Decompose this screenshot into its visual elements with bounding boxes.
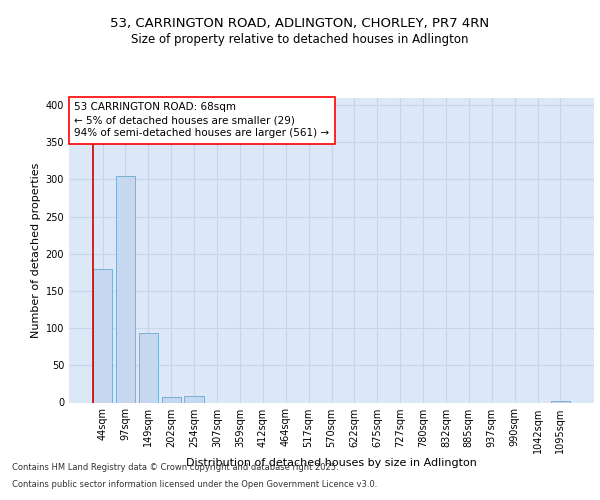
Bar bbox=[161, 396, 181, 402]
Y-axis label: Number of detached properties: Number of detached properties bbox=[31, 162, 41, 338]
Text: 53 CARRINGTON ROAD: 68sqm
← 5% of detached houses are smaller (29)
94% of semi-d: 53 CARRINGTON ROAD: 68sqm ← 5% of detach… bbox=[74, 102, 329, 139]
Bar bbox=[184, 396, 204, 402]
X-axis label: Distribution of detached houses by size in Adlington: Distribution of detached houses by size … bbox=[186, 458, 477, 468]
Bar bbox=[116, 176, 135, 402]
Bar bbox=[93, 268, 112, 402]
Text: 53, CARRINGTON ROAD, ADLINGTON, CHORLEY, PR7 4RN: 53, CARRINGTON ROAD, ADLINGTON, CHORLEY,… bbox=[110, 18, 490, 30]
Bar bbox=[551, 401, 570, 402]
Text: Contains public sector information licensed under the Open Government Licence v3: Contains public sector information licen… bbox=[12, 480, 377, 489]
Bar bbox=[139, 334, 158, 402]
Text: Contains HM Land Registry data © Crown copyright and database right 2025.: Contains HM Land Registry data © Crown c… bbox=[12, 464, 338, 472]
Text: Size of property relative to detached houses in Adlington: Size of property relative to detached ho… bbox=[131, 32, 469, 46]
